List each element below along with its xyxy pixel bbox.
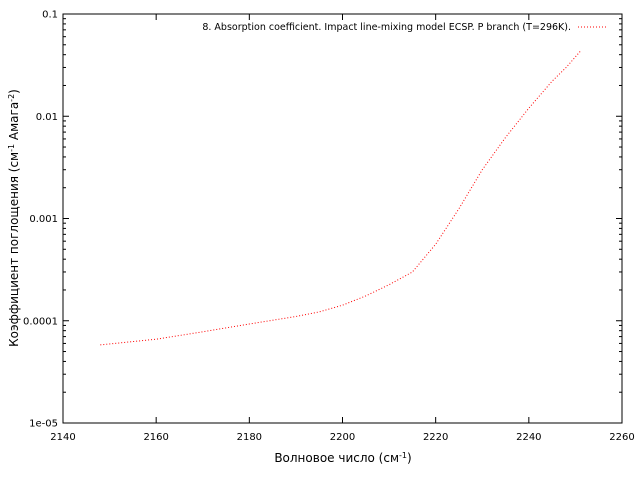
x-tick-label: 2220 [423, 432, 448, 443]
x-axis-title-tail: ) [407, 451, 412, 465]
y-axis-title-sup1: -1 [7, 144, 16, 152]
tick-labels: 2140 2160 2180 2200 2220 2240 2260 1e-05 0.0001 0… [23, 10, 635, 444]
x-tick-label: 2260 [609, 432, 634, 443]
x-tick-label: 2160 [143, 432, 168, 443]
y-tick-label: 0.01 [36, 112, 58, 123]
x-tick-label: 2180 [237, 432, 262, 443]
y-axis-title-mid: Амага [7, 102, 21, 144]
y-axis-title: Коэффициент поглощения (см-1 Амага-2) [7, 89, 22, 347]
legend: 8. Absorption coefficient. Impact line-m… [202, 22, 608, 33]
legend-label: 8. Absorption coefficient. Impact line-m… [202, 22, 571, 33]
plot-area [62, 13, 623, 424]
x-axis-title: Волновое число (см-1) [274, 451, 411, 466]
x-axis-title-sup: -1 [399, 451, 407, 460]
y-tick-label: 1e-05 [29, 419, 58, 430]
x-tick-label: 2140 [50, 432, 75, 443]
x-axis-title-main: Волновое число (см [274, 451, 399, 465]
axis-ticks [63, 14, 622, 423]
y-axis-title-tail: ) [7, 89, 21, 94]
series-line [100, 51, 581, 346]
y-axis-title-sup2: -2 [7, 94, 16, 102]
series-layer [100, 51, 581, 346]
y-tick-label: 0.001 [29, 214, 58, 225]
y-axis-title-main: Коэффициент поглощения (см [7, 152, 21, 347]
x-tick-label: 2200 [330, 432, 355, 443]
y-tick-label: 0.0001 [23, 316, 58, 327]
x-tick-label: 2240 [516, 432, 541, 443]
y-tick-label: 0.1 [42, 10, 58, 21]
